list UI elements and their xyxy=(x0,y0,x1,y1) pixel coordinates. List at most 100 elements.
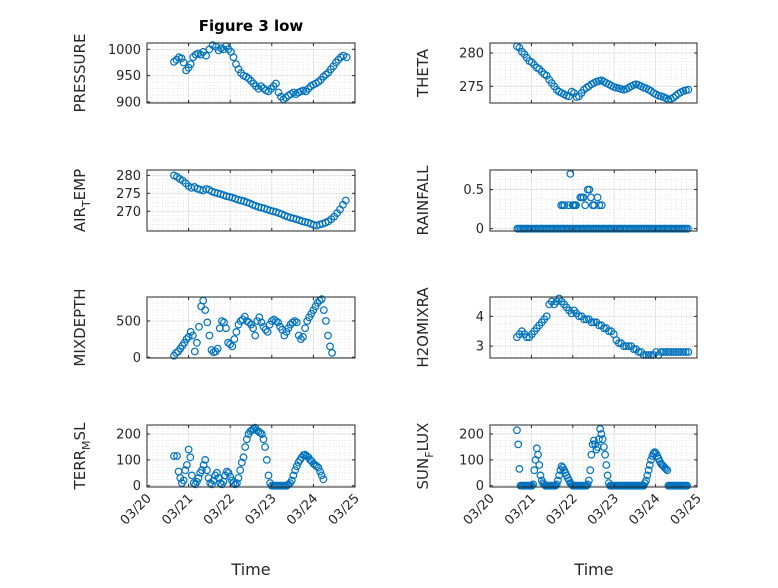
data-point xyxy=(192,477,201,486)
data-series xyxy=(170,41,351,104)
data-point xyxy=(186,60,195,68)
data-point xyxy=(170,58,178,66)
data-point xyxy=(274,88,283,97)
data-point xyxy=(586,466,595,475)
data-point xyxy=(341,196,350,205)
data-point xyxy=(530,466,539,475)
y-tick-label: 275 xyxy=(116,187,141,202)
y-tick-label: 3 xyxy=(476,340,484,355)
subplot-7: 0 100 200 TERRMSL 03/20 03/21 03/22 03/23 03/24 0… xyxy=(71,422,363,528)
x-tick-label: 03/20 xyxy=(461,491,498,528)
data-point xyxy=(287,476,296,485)
data-point xyxy=(674,348,683,356)
y-tick-label: 0.5 xyxy=(463,183,484,198)
data-point xyxy=(684,224,692,233)
data-point xyxy=(299,333,307,341)
data-point xyxy=(314,77,323,86)
data-point xyxy=(255,313,264,322)
data-point xyxy=(237,69,245,77)
data-point xyxy=(290,317,299,325)
x-tick-label: 03/25 xyxy=(326,491,363,528)
data-point xyxy=(289,471,298,480)
y-tick-label: 270 xyxy=(116,205,141,220)
data-point xyxy=(319,72,328,81)
data-point xyxy=(542,312,551,321)
data-point xyxy=(240,312,249,321)
data-point xyxy=(244,74,253,83)
y-tick-label: 100 xyxy=(116,453,141,468)
y-tick-label: 200 xyxy=(459,428,484,443)
data-point xyxy=(650,448,659,457)
data-point xyxy=(172,349,181,357)
x-tick-label: 03/25 xyxy=(668,491,705,528)
data-point xyxy=(226,340,235,349)
subplot-5: 0 500 MIXDEPTH xyxy=(71,288,356,367)
data-point xyxy=(317,471,326,480)
data-point xyxy=(277,92,285,101)
y-axis-label: H2OMIXRA xyxy=(414,287,432,368)
data-point xyxy=(222,324,230,333)
data-point xyxy=(213,344,222,353)
data-point xyxy=(212,468,221,477)
y-axis-label: AIRTEMP xyxy=(71,169,93,232)
data-point xyxy=(247,76,255,85)
data-point xyxy=(324,331,332,340)
y-tick-label: 0 xyxy=(476,479,484,494)
data-point xyxy=(224,45,233,54)
data-point xyxy=(566,169,575,178)
data-point xyxy=(529,480,537,489)
data-point xyxy=(590,436,598,445)
data-point xyxy=(257,430,266,438)
data-point xyxy=(681,348,690,356)
data-point xyxy=(262,456,271,464)
data-point xyxy=(536,471,545,480)
data-point xyxy=(667,348,675,356)
subplot-4: 0 0.5 RAINFALL xyxy=(414,165,698,237)
y-axis-label: PRESSURE xyxy=(71,34,89,113)
data-point xyxy=(534,450,542,459)
data-point xyxy=(292,462,301,471)
data-point xyxy=(172,55,181,64)
data-point xyxy=(659,348,668,356)
data-point xyxy=(585,185,594,194)
data-point xyxy=(263,328,272,336)
data-point xyxy=(513,426,521,435)
data-point xyxy=(256,428,265,437)
axes-box xyxy=(146,42,356,104)
data-point xyxy=(580,315,588,324)
data-point xyxy=(177,54,186,63)
data-point xyxy=(322,317,330,325)
data-point xyxy=(572,201,580,210)
data-point xyxy=(647,456,655,464)
subplot-1: 900 950 1000 PRESSURE xyxy=(71,34,356,113)
axes-box xyxy=(146,169,356,232)
data-point xyxy=(515,465,524,473)
data-point xyxy=(192,338,201,347)
data-point xyxy=(583,480,592,489)
data-point xyxy=(342,53,351,62)
data-point xyxy=(515,43,524,52)
data-point xyxy=(232,479,241,488)
data-series xyxy=(513,425,691,490)
data-point xyxy=(261,325,270,334)
axes-box xyxy=(489,42,698,104)
y-tick-label: 0 xyxy=(133,351,141,366)
data-point xyxy=(207,480,216,489)
data-point xyxy=(684,348,693,356)
y-tick-label: 200 xyxy=(116,428,141,443)
subplot-6: 3 4 H2OMIXRA xyxy=(414,287,698,368)
data-point xyxy=(224,468,233,477)
data-point xyxy=(202,466,211,475)
y-tick-label: 280 xyxy=(459,47,484,62)
data-point xyxy=(182,335,191,344)
data-point xyxy=(303,317,312,325)
data-point xyxy=(292,318,301,327)
data-point xyxy=(288,318,297,327)
y-tick-label: 275 xyxy=(459,80,484,95)
subplot-3: 270 275 280 AIRTEMP xyxy=(71,169,356,232)
data-point xyxy=(319,475,328,484)
data-point xyxy=(217,317,226,325)
y-tick-label: 280 xyxy=(116,169,141,184)
data-point xyxy=(587,318,596,327)
